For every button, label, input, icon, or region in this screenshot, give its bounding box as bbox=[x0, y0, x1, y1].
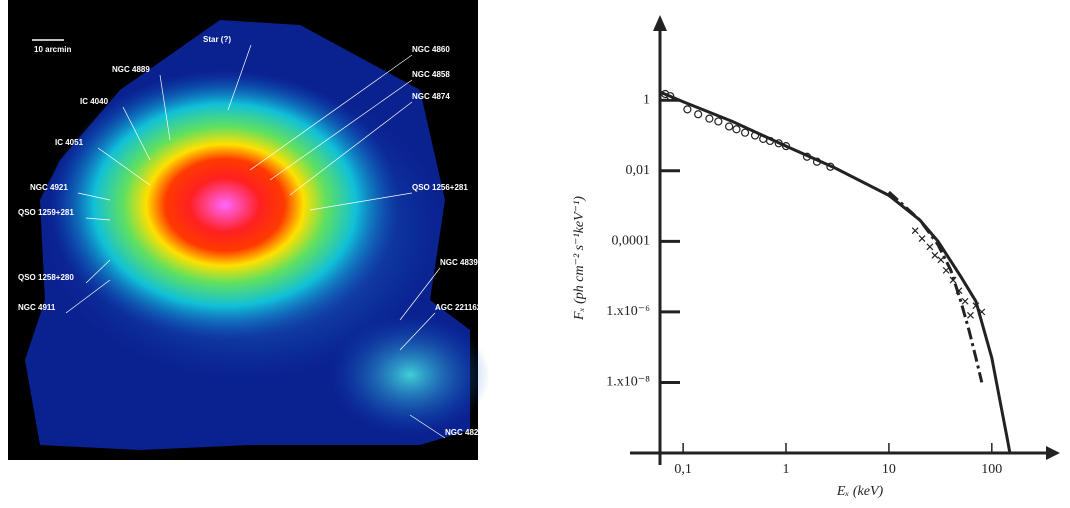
spectrum-line bbox=[660, 92, 1010, 453]
data-point bbox=[932, 252, 938, 258]
y-axis-title: Fₓ (ph cm⁻² s⁻¹keV⁻¹) bbox=[572, 196, 587, 321]
data-point bbox=[742, 129, 749, 136]
object-label: NGC 4827 bbox=[445, 428, 483, 437]
y-tick-label: 1.x10⁻⁶ bbox=[606, 304, 650, 319]
x-tick-label: 100 bbox=[981, 462, 1002, 477]
x-tick-label: 1 bbox=[783, 462, 790, 477]
data-point bbox=[962, 298, 968, 304]
object-label: QSO 1258+280 bbox=[18, 273, 74, 282]
object-label: NGC 4889 bbox=[112, 65, 150, 74]
chart: 1 0,01 0,0001 1.x10⁻⁶ 1.x10⁻⁸ 0,1 1 10 100 Eₓ (ke… bbox=[572, 15, 1060, 499]
x-axis-arrow bbox=[1046, 446, 1060, 460]
object-label: NGC 4874 bbox=[412, 92, 450, 101]
data-point bbox=[919, 236, 925, 242]
object-label: AGC 221162 (?) bbox=[435, 303, 494, 312]
data-point bbox=[706, 115, 713, 122]
object-label: NGC 4860 bbox=[412, 45, 450, 54]
y-tick-label: 1 bbox=[643, 92, 650, 107]
object-label: NGC 4839 bbox=[440, 258, 478, 267]
data-point bbox=[695, 111, 702, 118]
object-label: IC 4040 bbox=[80, 97, 109, 106]
object-label: IC 4051 bbox=[55, 138, 84, 147]
object-label: QSO 1256+281 bbox=[412, 183, 468, 192]
data-point bbox=[733, 126, 740, 133]
data-point bbox=[938, 257, 944, 263]
object-label: QSO 1259+281 bbox=[18, 208, 74, 217]
image-core bbox=[50, 70, 400, 340]
data-point bbox=[912, 228, 918, 234]
xray-image: 10 arcmin Star (?) NGC 4889 NGC 4860 NGC 48… bbox=[8, 0, 494, 460]
data-point bbox=[943, 267, 949, 273]
object-label: NGC 4858 bbox=[412, 70, 450, 79]
x-axis-title: Eₓ (keV) bbox=[836, 484, 884, 499]
object-label: NGC 4911 bbox=[18, 303, 56, 312]
object-label: NGC 4921 bbox=[30, 183, 68, 192]
x-tick-label: 10 bbox=[882, 462, 896, 477]
data-point bbox=[715, 118, 722, 125]
data-point bbox=[967, 312, 973, 318]
y-tick-label: 1.x10⁻⁸ bbox=[606, 375, 650, 390]
y-axis-arrow bbox=[653, 15, 667, 31]
data-point bbox=[684, 106, 691, 113]
image-subcluster bbox=[330, 315, 490, 435]
page: 10 arcmin Star (?) NGC 4889 NGC 4860 NGC 48… bbox=[0, 0, 1070, 508]
x-tick-label: 0,1 bbox=[674, 462, 692, 477]
data-point bbox=[927, 244, 933, 250]
object-label: Star (?) bbox=[203, 35, 231, 44]
y-tick-label: 0,01 bbox=[626, 163, 651, 178]
y-tick-label: 0,0001 bbox=[612, 234, 651, 249]
scale-label: 10 arcmin bbox=[34, 45, 71, 54]
data-point bbox=[726, 123, 733, 130]
